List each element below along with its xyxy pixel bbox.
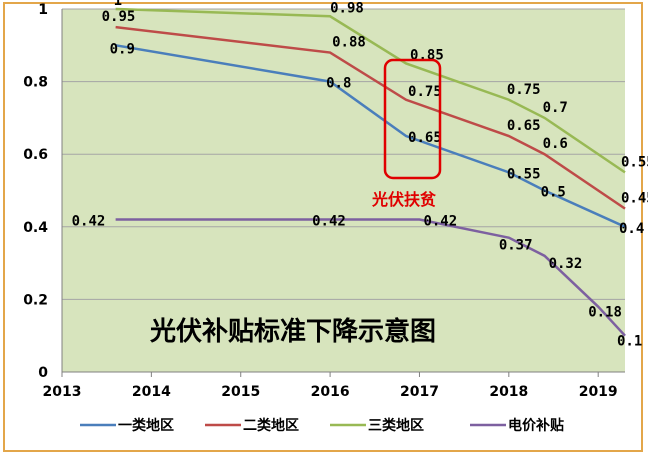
data-label: 0.7 <box>543 100 568 116</box>
legend-entry: 三类地区 <box>368 417 424 434</box>
data-label: 0.42 <box>423 214 457 230</box>
data-label: 0.42 <box>312 214 346 230</box>
series-line <box>115 25 626 210</box>
legend: 一类地区 二类地区 三类地区 电价补贴 <box>80 417 564 434</box>
legend-entry: 二类地区 <box>243 417 299 434</box>
data-label: 0.75 <box>507 82 541 98</box>
data-label: 0.65 <box>408 130 442 146</box>
x-tick-label: 2015 <box>221 384 260 400</box>
x-tick-label: 2013 <box>43 384 82 400</box>
data-label: 0.5 <box>541 185 566 201</box>
x-tick-label: 2017 <box>400 384 439 400</box>
y-tick-label: 1 <box>38 2 48 18</box>
poverty-annotation: 光伏扶贫 <box>371 58 442 209</box>
data-label: 0.55 <box>507 166 541 182</box>
data-label: 0.6 <box>543 136 568 152</box>
x-tick-label: 2018 <box>489 384 528 400</box>
x-tick-label: 2014 <box>132 384 171 400</box>
chart-title: 光伏补贴标准下降示意图 <box>149 316 436 347</box>
y-tick-label: 0.6 <box>23 147 48 163</box>
data-label: 0.37 <box>499 238 533 254</box>
axes: 0 0.2 0.4 0.6 0.8 1 2013 2014 2015 2016 2017 2018 20… <box>23 2 625 400</box>
annotation-label: 光伏扶贫 <box>371 190 437 209</box>
series-line <box>115 218 626 337</box>
series-lines <box>115 7 626 337</box>
y-tick-label: 0 <box>38 365 48 381</box>
data-label: 0.45 <box>621 191 648 207</box>
series-line <box>115 7 626 174</box>
data-label: 0.55 <box>621 154 648 170</box>
data-label: 0.18 <box>588 305 622 321</box>
series-line <box>115 44 626 228</box>
data-label: 0.9 <box>110 41 135 57</box>
plot-area <box>62 9 625 372</box>
data-label: 0.4 <box>619 221 644 237</box>
data-label: 0.95 <box>102 9 136 25</box>
data-label: 0.98 <box>330 0 364 16</box>
data-label: 0.75 <box>408 84 442 100</box>
x-tick-label: 2019 <box>579 384 618 400</box>
data-label: 0.88 <box>332 35 366 51</box>
data-label: 0.32 <box>549 256 583 272</box>
data-label: 0.8 <box>326 76 351 92</box>
legend-entry: 一类地区 <box>118 417 174 434</box>
legend-entry: 电价补贴 <box>508 417 564 434</box>
x-tick-label: 2016 <box>311 384 350 400</box>
y-tick-label: 0.8 <box>23 75 48 91</box>
gridlines <box>62 8 625 300</box>
y-tick-label: 0.2 <box>23 292 48 308</box>
annotation-box <box>383 58 442 180</box>
data-label: 1 <box>114 0 122 9</box>
y-tick-label: 0.4 <box>23 220 48 236</box>
data-label: 0.65 <box>507 118 541 134</box>
data-label: 0.42 <box>72 214 106 230</box>
data-labels: 0.90.80.650.550.50.40.950.880.750.650.60… <box>72 0 648 350</box>
data-label: 0.1 <box>617 334 642 350</box>
